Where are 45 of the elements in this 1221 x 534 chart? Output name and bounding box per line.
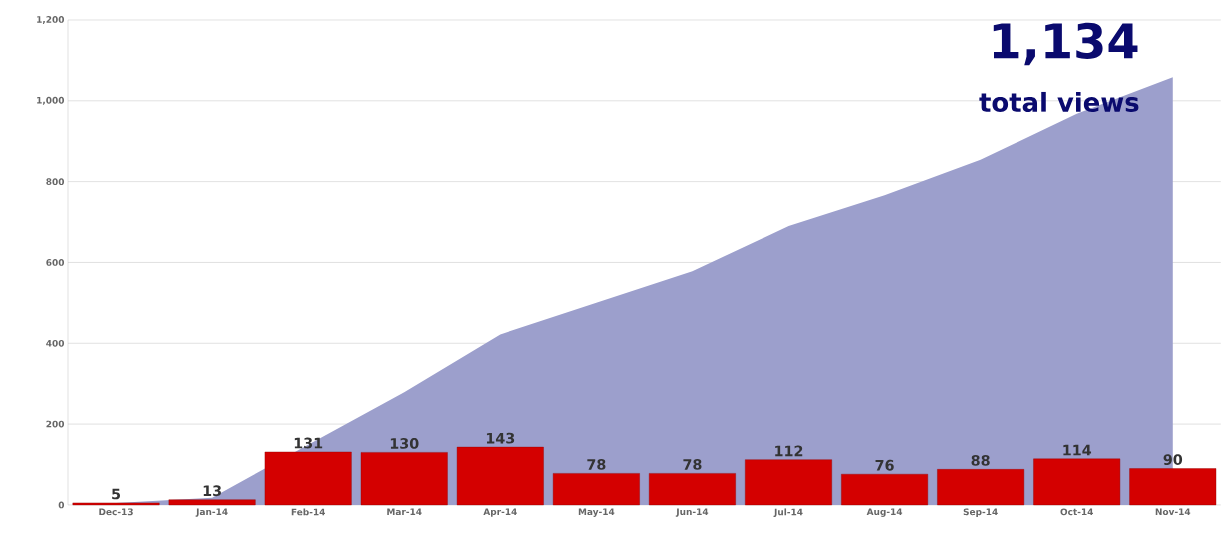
bar <box>1129 468 1217 506</box>
y-tick-label: 1,000 <box>37 96 65 105</box>
annotation: 1,134 <box>993 22 1138 66</box>
bar <box>937 469 1025 506</box>
y-tick-label: 200 <box>46 420 65 428</box>
x-tick-label: Mar-14 <box>387 508 422 516</box>
data-label: 78 <box>587 459 606 470</box>
data-label: 112 <box>775 445 803 457</box>
data-label: 88 <box>971 455 990 466</box>
x-tick-label: Dec-13 <box>99 508 133 516</box>
bar <box>360 452 448 506</box>
bar <box>1033 458 1121 506</box>
x-tick-label: Feb-14 <box>291 508 325 516</box>
y-tick-label: 400 <box>46 339 65 347</box>
bar <box>72 502 160 506</box>
x-tick-label: May-14 <box>578 508 615 517</box>
data-label: 131 <box>294 437 323 449</box>
data-label: 114 <box>1063 444 1092 456</box>
data-label: 78 <box>683 459 702 470</box>
y-tick-label: 0 <box>58 501 65 509</box>
x-tick-label: Jun-14 <box>675 508 709 517</box>
x-tick-label: Sep-14 <box>963 508 998 517</box>
y-tick-label: 600 <box>46 259 65 266</box>
y-tick-label: 800 <box>46 178 65 186</box>
data-label: 5 <box>112 488 121 500</box>
data-label: 13 <box>203 485 221 497</box>
bar <box>552 473 640 506</box>
x-tick-label: Apr-14 <box>483 508 517 517</box>
data-label: 130 <box>390 438 419 449</box>
bar <box>841 474 928 506</box>
x-tick-label: Aug-14 <box>866 508 903 517</box>
bar <box>649 473 736 506</box>
annotation: total views <box>979 91 1139 113</box>
bar <box>745 459 832 506</box>
x-tick-label: Oct-14 <box>1060 508 1094 516</box>
data-label: 143 <box>486 432 515 444</box>
x-tick-label: Nov-14 <box>1155 508 1191 516</box>
x-tick-label: Jan-14 <box>195 508 228 517</box>
bar <box>264 451 352 506</box>
bar <box>168 499 256 506</box>
y-tick-label: 1,200 <box>37 16 65 25</box>
x-tick-label: Jul-14 <box>773 508 803 518</box>
data-label: 76 <box>875 459 894 471</box>
bar <box>456 446 544 506</box>
data-label: 90 <box>1163 454 1183 466</box>
